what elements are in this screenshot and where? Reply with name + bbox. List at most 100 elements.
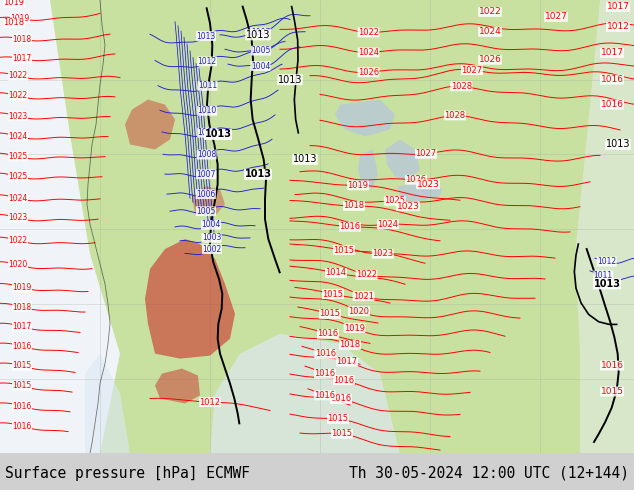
- Polygon shape: [398, 182, 430, 202]
- Text: 1007: 1007: [197, 170, 216, 179]
- Text: 1020: 1020: [349, 307, 370, 316]
- Text: 1015: 1015: [13, 381, 32, 391]
- Text: 1015: 1015: [333, 245, 354, 255]
- Text: 1019: 1019: [347, 181, 368, 190]
- Text: 1012: 1012: [197, 57, 217, 66]
- Text: 1016: 1016: [600, 361, 623, 370]
- Text: 1015: 1015: [332, 429, 353, 438]
- Text: 1025: 1025: [8, 172, 28, 181]
- Text: 1012: 1012: [200, 397, 221, 407]
- Text: 1022: 1022: [8, 91, 27, 100]
- Text: 1023: 1023: [396, 202, 420, 211]
- Text: 1013: 1013: [593, 279, 621, 289]
- Text: 1022: 1022: [8, 236, 27, 245]
- Text: 1027: 1027: [545, 12, 567, 22]
- Text: 1024: 1024: [358, 48, 379, 57]
- Polygon shape: [575, 0, 634, 453]
- Text: 1017: 1017: [13, 54, 32, 63]
- Text: 1016: 1016: [339, 222, 361, 231]
- Text: 1011: 1011: [198, 81, 217, 91]
- Text: 1013: 1013: [246, 30, 270, 40]
- Text: 1013: 1013: [205, 129, 231, 140]
- Text: 1018: 1018: [339, 341, 361, 349]
- Text: 1023: 1023: [372, 249, 393, 258]
- Text: 1015: 1015: [320, 310, 340, 318]
- Text: 1013: 1013: [605, 140, 630, 149]
- Text: 1015: 1015: [328, 415, 349, 423]
- Text: 1025: 1025: [8, 152, 28, 161]
- Polygon shape: [358, 149, 378, 189]
- Polygon shape: [125, 99, 175, 149]
- Polygon shape: [335, 99, 395, 137]
- Text: 1015: 1015: [600, 387, 623, 396]
- Text: 1014: 1014: [325, 269, 347, 277]
- Text: 1019: 1019: [13, 283, 32, 292]
- Text: 1022: 1022: [479, 7, 501, 17]
- Text: 1025: 1025: [384, 196, 405, 205]
- Text: 1009: 1009: [198, 128, 217, 137]
- Text: 1024: 1024: [8, 194, 28, 203]
- Text: 1022: 1022: [8, 72, 27, 80]
- Text: 1026: 1026: [479, 55, 501, 64]
- Text: 1016: 1016: [314, 369, 335, 378]
- Text: 1005: 1005: [197, 207, 216, 216]
- Polygon shape: [192, 186, 225, 216]
- Text: 1017: 1017: [337, 357, 358, 366]
- Text: 1013: 1013: [245, 170, 271, 179]
- Text: 1022: 1022: [358, 28, 379, 37]
- Polygon shape: [85, 354, 130, 453]
- Text: 1023: 1023: [8, 213, 28, 222]
- Text: 1011: 1011: [593, 271, 613, 280]
- Text: 1018: 1018: [13, 35, 32, 44]
- Text: 1017: 1017: [600, 49, 623, 57]
- Text: 1024: 1024: [377, 220, 399, 229]
- Text: 1021: 1021: [353, 292, 374, 300]
- Text: 1016: 1016: [330, 394, 352, 403]
- Text: 1024: 1024: [479, 27, 501, 36]
- Text: 1018: 1018: [13, 302, 32, 312]
- Text: 1016: 1016: [314, 391, 335, 400]
- Text: 1019: 1019: [4, 0, 25, 7]
- Text: 1003: 1003: [202, 233, 221, 243]
- Text: 1019: 1019: [344, 323, 365, 333]
- Text: 1026: 1026: [405, 175, 427, 184]
- Polygon shape: [0, 0, 120, 453]
- Text: 1018: 1018: [3, 19, 25, 27]
- Text: 1013: 1013: [293, 154, 317, 164]
- Text: 1002: 1002: [202, 245, 222, 254]
- Text: 1022: 1022: [356, 270, 377, 279]
- Text: 1007: 1007: [251, 28, 270, 37]
- Polygon shape: [385, 140, 420, 182]
- Text: 1027: 1027: [462, 66, 482, 74]
- Text: 1023: 1023: [417, 180, 439, 189]
- Text: 1004: 1004: [202, 220, 221, 229]
- Polygon shape: [155, 368, 200, 403]
- Text: 1026: 1026: [358, 68, 379, 77]
- Text: 1016: 1016: [13, 402, 32, 411]
- Text: 1013: 1013: [197, 31, 216, 41]
- Text: 1016: 1016: [318, 329, 339, 339]
- Text: 1019: 1019: [10, 14, 30, 23]
- Text: 1013: 1013: [278, 74, 302, 85]
- Text: 1006: 1006: [196, 190, 216, 198]
- Text: 1016: 1016: [600, 100, 623, 109]
- Polygon shape: [145, 239, 235, 359]
- Text: 1015: 1015: [13, 362, 32, 370]
- Text: Th 30-05-2024 12:00 UTC (12+144): Th 30-05-2024 12:00 UTC (12+144): [349, 466, 629, 481]
- Text: Surface pressure [hPa] ECMWF: Surface pressure [hPa] ECMWF: [5, 466, 250, 481]
- Text: 1016: 1016: [13, 421, 32, 431]
- Text: 1012: 1012: [597, 257, 616, 266]
- Text: 1027: 1027: [415, 149, 437, 158]
- Text: 1016: 1016: [600, 75, 623, 84]
- Text: 1008: 1008: [197, 150, 216, 159]
- Text: 1004: 1004: [250, 62, 270, 71]
- Text: 1005: 1005: [251, 46, 271, 55]
- Text: 1023: 1023: [8, 112, 28, 121]
- Text: 1020: 1020: [8, 260, 28, 269]
- Text: 1012: 1012: [607, 23, 630, 31]
- Text: 1016: 1016: [13, 342, 32, 351]
- Text: 1018: 1018: [344, 201, 365, 211]
- Text: 1024: 1024: [8, 132, 28, 141]
- Text: 1016: 1016: [333, 375, 354, 385]
- Text: 1017: 1017: [13, 322, 32, 331]
